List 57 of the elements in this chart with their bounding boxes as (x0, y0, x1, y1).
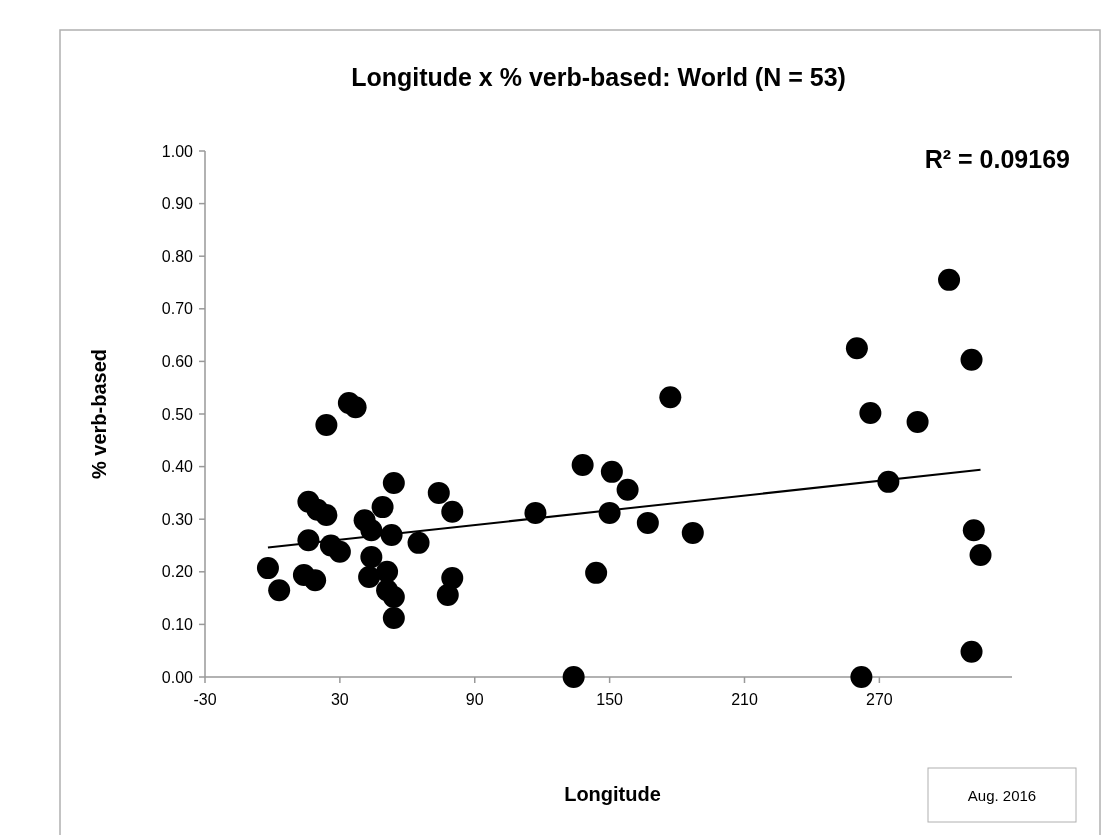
point (382, 471, 405, 494)
point (600, 460, 623, 483)
point (371, 496, 394, 519)
point (850, 666, 873, 688)
point (436, 583, 459, 606)
point (938, 268, 961, 291)
point (256, 557, 279, 580)
point (906, 410, 929, 433)
point (681, 521, 704, 544)
x-tick-label: 90 (465, 691, 484, 708)
text: Aug. 2016 (967, 787, 1037, 804)
point (407, 531, 430, 554)
y-tick-label: 1.00 (161, 142, 194, 160)
point (441, 500, 464, 523)
point (659, 386, 682, 409)
point (845, 337, 868, 360)
point (328, 540, 351, 563)
point (571, 454, 594, 477)
point (376, 579, 399, 602)
point (376, 560, 399, 583)
x-tick-label: 30 (330, 691, 349, 708)
y-tick-label: 0.00 (161, 668, 194, 686)
point (562, 666, 585, 688)
point (315, 414, 338, 437)
y-tick-label: 0.70 (161, 300, 194, 318)
y-tick-label: 0.30 (161, 510, 194, 528)
point (382, 607, 405, 630)
x-tick-label: -30 (193, 691, 217, 708)
point (960, 348, 983, 371)
point (616, 478, 639, 501)
chart-title: Longitude x % verb-based: World (N = 53) (351, 63, 846, 91)
x-axis-title: Longitude (564, 783, 661, 805)
point (962, 519, 985, 542)
point (585, 561, 608, 584)
point (315, 503, 338, 526)
point (304, 569, 327, 592)
point (344, 396, 367, 419)
x-tick-label: 150 (596, 691, 624, 708)
annotation: R² = 0.09169 (924, 145, 1070, 173)
point (969, 543, 992, 566)
point (358, 566, 381, 589)
y-tick-label: 0.90 (161, 195, 194, 213)
point (427, 481, 450, 504)
y-tick-label: 0.50 (161, 405, 194, 423)
point (268, 579, 291, 602)
point (636, 511, 659, 534)
x-tick-label: 270 (866, 691, 893, 708)
y-tick-label: 0.20 (161, 563, 194, 581)
y-tick-label: 0.40 (161, 458, 194, 476)
y-tick-label: 0.10 (161, 616, 194, 633)
y-tick-label: 0.60 (161, 353, 194, 370)
point (360, 546, 383, 569)
y-tick-label: 0.80 (161, 247, 194, 265)
x-tick-label: 210 (731, 691, 758, 708)
point (859, 401, 882, 424)
y-axis-title: % verb-based (88, 348, 110, 480)
point (960, 640, 983, 663)
